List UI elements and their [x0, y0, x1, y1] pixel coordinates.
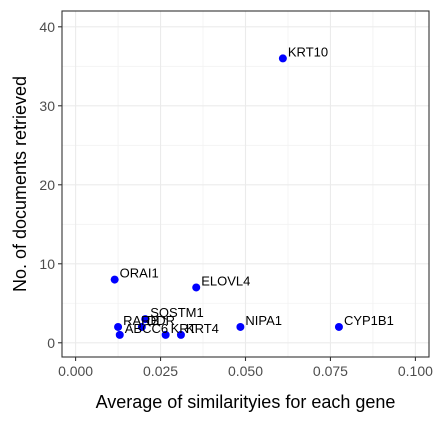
x-axis: 0.000 0.025 0.050 0.075 0.100 — [58, 357, 433, 379]
point-label: ABCC6 — [125, 321, 168, 336]
y-tick-label: 0 — [47, 335, 55, 351]
data-point — [176, 330, 185, 339]
data-point — [334, 322, 343, 331]
y-tick-label: 30 — [39, 98, 55, 114]
x-tick-label: 0.100 — [398, 363, 433, 379]
data-point — [192, 283, 201, 292]
point-label: DDR — [147, 313, 175, 328]
major-gridlines — [62, 11, 429, 357]
point-label: KRT4 — [186, 321, 219, 336]
point-label: ELOVL4 — [201, 273, 250, 288]
point-label: NIPA1 — [245, 313, 282, 328]
x-tick-label: 0.000 — [58, 363, 93, 379]
point-label: KRT — [171, 321, 197, 336]
data-point — [141, 315, 150, 324]
y-tick-label: 40 — [39, 19, 55, 35]
data-points — [110, 54, 343, 339]
data-point — [236, 322, 245, 331]
data-point — [114, 322, 123, 331]
x-tick-label: 0.075 — [313, 363, 348, 379]
point-label: RARB — [123, 313, 159, 328]
x-tick-label: 0.050 — [228, 363, 263, 379]
y-tick-label: 20 — [39, 177, 55, 193]
y-tick-label: 10 — [39, 256, 55, 272]
point-label: SQSTM1 — [150, 305, 203, 320]
data-point — [137, 322, 146, 331]
data-point — [278, 54, 287, 63]
data-point — [115, 330, 124, 339]
y-axis: 0 10 20 30 40 — [39, 19, 62, 351]
x-axis-title: Average of similarityies for each gene — [96, 392, 396, 412]
point-label: CYP1B1 — [344, 313, 394, 328]
point-label: ORAI1 — [120, 266, 159, 281]
data-point — [161, 330, 170, 339]
x-tick-label: 0.025 — [143, 363, 178, 379]
data-point — [110, 275, 119, 284]
point-label: KRT10 — [288, 44, 328, 59]
y-axis-title: No. of documents retrieved — [10, 76, 30, 292]
